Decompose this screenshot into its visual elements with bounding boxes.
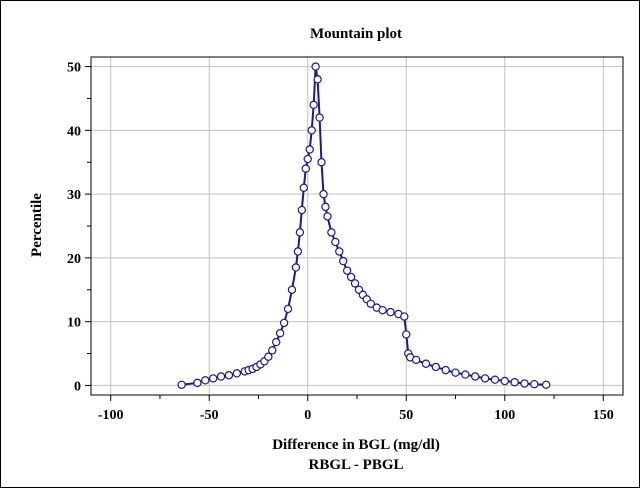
data-point [421, 359, 431, 368]
x-axis-label: Difference in BGL (mg/dl) [272, 437, 440, 453]
series-line [181, 65, 547, 386]
data-point [268, 346, 277, 355]
y-axis-label: Percentile [29, 193, 45, 257]
data-point [441, 365, 450, 375]
data-point [541, 380, 551, 389]
data-point [366, 299, 375, 309]
data-point [291, 263, 301, 272]
data-point [232, 369, 242, 378]
data-point [331, 237, 340, 247]
data-point [216, 372, 226, 381]
data-point [283, 304, 293, 314]
y-tick-label: 0 [74, 379, 81, 394]
data-point [293, 247, 303, 256]
data-point [342, 266, 352, 275]
data-point [315, 113, 324, 122]
plot-area [90, 56, 624, 396]
axis-ticks: -100 -50 0 50 100 150 0 10 20 30 40 50 [67, 61, 614, 423]
data-point [279, 318, 289, 328]
data-point [402, 330, 411, 339]
x-tick-label: -100 [98, 408, 124, 423]
data-point [313, 75, 322, 84]
data-point [431, 362, 441, 372]
data-point [177, 380, 186, 389]
x-axis-sublabel: RBGL - PBGL [308, 457, 403, 473]
data-point [335, 247, 344, 256]
data-point [193, 378, 202, 388]
data-point [386, 307, 395, 317]
y-tick-label: 40 [67, 124, 81, 139]
data-point [299, 183, 308, 192]
data-point [319, 189, 328, 199]
data-point [346, 272, 356, 282]
y-tick-label: 50 [67, 61, 81, 76]
series-layer [177, 62, 551, 389]
y-tick-label: 10 [67, 316, 81, 331]
y-tick-label: 30 [67, 188, 81, 203]
data-point [500, 376, 509, 386]
data-point [307, 126, 316, 135]
x-tick-label: 0 [304, 408, 311, 423]
data-point [305, 145, 314, 154]
x-tick-label: 50 [399, 408, 413, 423]
chart-title: Mountain plot [310, 26, 402, 42]
data-point [400, 312, 409, 321]
data-point [309, 100, 318, 110]
data-point [208, 374, 218, 383]
data-point [490, 375, 500, 384]
data-point [303, 154, 312, 164]
data-point [520, 379, 529, 388]
data-point [317, 158, 326, 167]
x-tick-label: 150 [593, 408, 614, 423]
y-tick-label: 20 [67, 252, 81, 267]
data-point [295, 228, 305, 237]
data-point [323, 212, 332, 221]
data-point [451, 368, 460, 377]
data-point [530, 379, 539, 389]
data-point [471, 372, 480, 381]
x-tick-label: 100 [494, 408, 515, 423]
data-point [327, 228, 336, 237]
grid [91, 57, 623, 395]
data-point [201, 376, 210, 385]
data-point [378, 305, 387, 315]
data-point [272, 337, 281, 347]
data-point [301, 164, 310, 173]
data-point [287, 285, 297, 294]
data-point [264, 352, 273, 361]
data-point [339, 256, 348, 266]
data-point [510, 378, 519, 387]
data-point [275, 328, 285, 338]
data-point [411, 355, 421, 365]
data-point [321, 202, 330, 212]
data-point [350, 279, 360, 288]
data-point [311, 62, 320, 71]
data-point [480, 374, 490, 383]
x-tick-label: -50 [200, 408, 219, 423]
data-point [297, 205, 307, 215]
data-point [461, 370, 470, 379]
data-point [224, 371, 234, 380]
